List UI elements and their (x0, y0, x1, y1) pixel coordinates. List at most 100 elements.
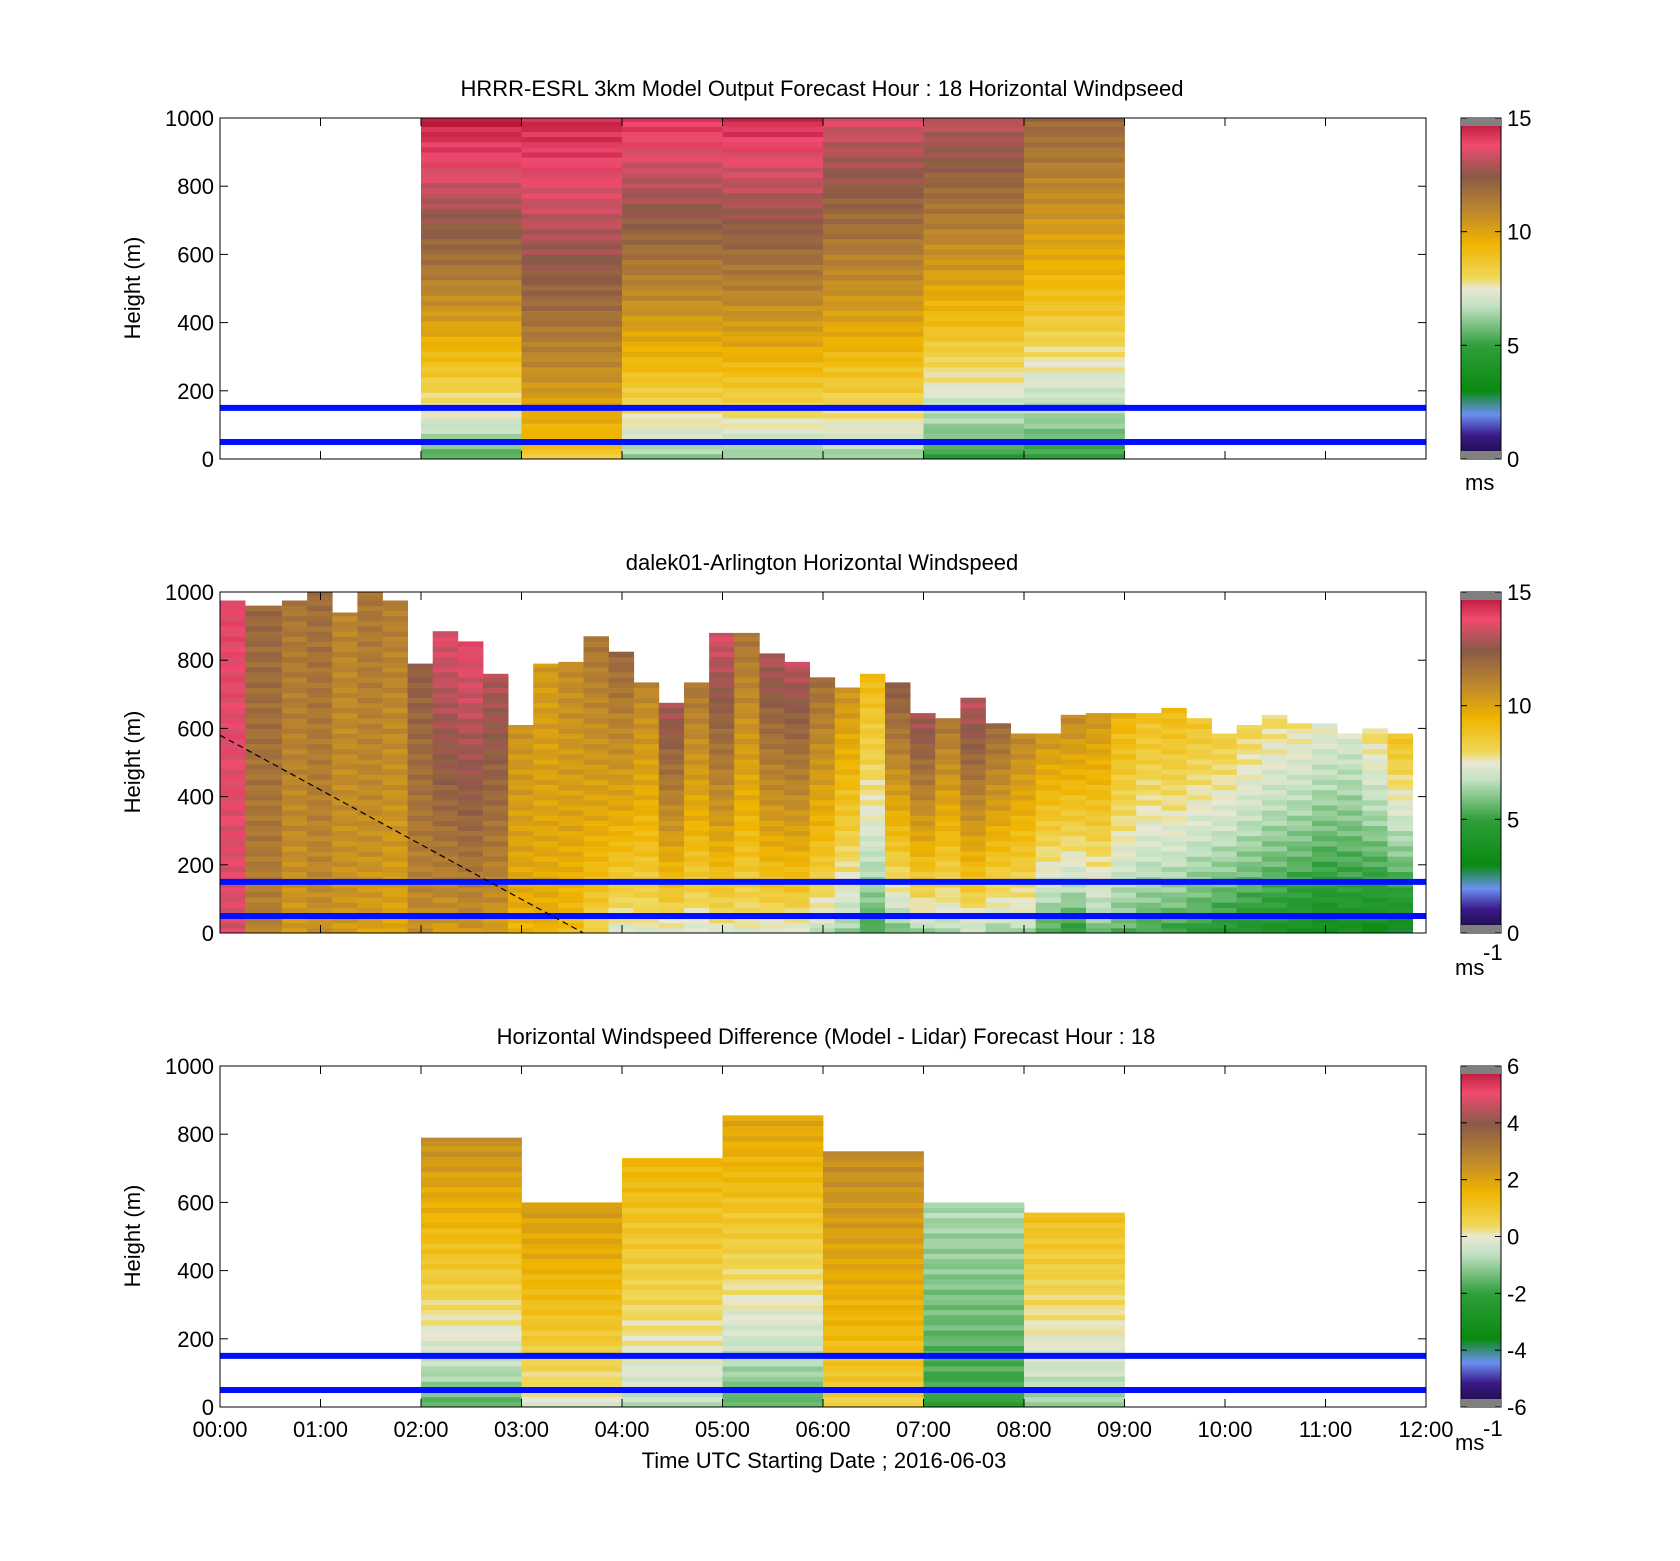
panel-lidar-cell (357, 917, 383, 924)
panel-model-cell (421, 418, 522, 424)
panel-lidar-cell (382, 656, 408, 663)
panel-model-cell (722, 428, 824, 434)
panel-lidar-cell (985, 892, 1011, 898)
panel-lidar-cell (357, 902, 383, 908)
panel-lidar-cell (382, 830, 408, 837)
panel-model-cell (722, 320, 824, 327)
panel-lidar-cell (1387, 820, 1413, 826)
panel-lidar-cell (709, 656, 735, 663)
panel-lidar-cell (332, 754, 358, 760)
panel-lidar-cell (1010, 907, 1037, 913)
panel-lidar-cell (220, 728, 246, 734)
panel-lidar-cell (1111, 892, 1137, 898)
panel-difference-cell (823, 1396, 924, 1403)
panel-lidar-cell (483, 728, 509, 734)
panel-lidar-cell (960, 707, 986, 714)
panel-lidar-cell (245, 851, 283, 857)
panel-lidar-cell (245, 610, 283, 617)
panel-lidar-cell (1362, 871, 1388, 878)
panel-lidar-cell (960, 917, 986, 924)
panel-lidar-cell (1211, 861, 1238, 867)
panel-model-cell (521, 152, 623, 158)
panel-model-colorbar-over (1461, 118, 1501, 126)
panel-lidar-cell (759, 800, 785, 806)
panel-lidar-cell (784, 707, 810, 714)
panel-lidar-cell (709, 733, 735, 739)
panel-lidar-cell (709, 672, 735, 678)
panel-lidar-cell (1010, 887, 1037, 893)
panel-lidar-cell (1287, 887, 1313, 893)
panel-lidar-cell (1161, 861, 1187, 867)
panel-difference-cell (1024, 1274, 1125, 1280)
panel-lidar-cell (220, 754, 246, 760)
panel-difference-cell (622, 1238, 723, 1244)
panel-lidar-cell (1337, 835, 1363, 842)
panel-lidar-cell (960, 927, 986, 934)
panel-model-cell (823, 443, 924, 450)
panel-lidar-cell (432, 917, 459, 924)
panel-lidar-cell (1035, 769, 1062, 775)
panel-lidar-cell (508, 800, 534, 806)
panel-model-cell (421, 208, 522, 214)
panel-difference-ytick-label: 1000 (165, 1054, 214, 1079)
panel-lidar-cell (1261, 922, 1288, 929)
panel-lidar-cell (407, 754, 434, 760)
panel-lidar-cell (859, 692, 886, 699)
panel-lidar-cell (784, 759, 810, 765)
panel-lidar-cell (1186, 743, 1212, 750)
panel-difference-cell (823, 1212, 924, 1219)
panel-lidar-cell (245, 764, 283, 770)
panel-lidar-cell (558, 697, 584, 704)
panel-lidar-cell (910, 800, 936, 806)
panel-difference-cell (622, 1217, 723, 1224)
panel-lidar-cell (1312, 810, 1338, 816)
panel-difference-cell (1024, 1294, 1125, 1300)
panel-lidar-cell (885, 907, 911, 913)
panel-lidar-cell (608, 713, 635, 719)
panel-difference-cell (722, 1396, 824, 1403)
panel-lidar-cell (220, 764, 246, 770)
panel-lidar-cell (307, 692, 333, 699)
panel-lidar-cell (709, 677, 735, 683)
panel-model-cell (923, 249, 1025, 255)
panel-lidar-cell (220, 626, 246, 632)
panel-lidar-cell (1010, 764, 1037, 770)
panel-lidar-cell (1362, 907, 1388, 913)
panel-lidar-cell (1211, 805, 1238, 811)
panel-lidar-cell (709, 632, 735, 637)
panel-lidar-cell (1111, 861, 1137, 867)
panel-difference-cell (421, 1181, 522, 1188)
panel-lidar-cell (245, 784, 283, 791)
panel-model-cell (1024, 453, 1125, 460)
panel-model-cell (521, 162, 623, 168)
panel-lidar-cell (1312, 856, 1338, 862)
panel-lidar-cell (1211, 774, 1238, 780)
panel-lidar-cell (307, 892, 333, 898)
panel-model-cell (722, 300, 824, 306)
panel-lidar-cell (583, 871, 609, 878)
panel-lidar-cell (1035, 835, 1062, 842)
panel-lidar-cell (1236, 907, 1263, 913)
panel-lidar-cell (432, 902, 459, 908)
panel-difference-cell (622, 1335, 723, 1341)
panel-difference-cell (521, 1228, 623, 1234)
panel-lidar-cell (1312, 774, 1338, 780)
panel-difference-ytick-label: 0 (202, 1395, 214, 1420)
panel-lidar-cell (533, 713, 559, 719)
panel-lidar-cell (684, 851, 710, 857)
panel-difference-cell (421, 1176, 522, 1183)
panel-lidar-cell (307, 733, 333, 739)
panel-lidar-cell (633, 846, 660, 852)
panel-lidar-cell (357, 820, 383, 826)
panel-lidar-cell (1362, 835, 1388, 842)
panel-lidar-cell (457, 743, 484, 750)
panel-lidar-cell (935, 887, 961, 893)
panel-lidar-cell (432, 723, 459, 729)
panel-difference-cell (823, 1376, 924, 1382)
panel-lidar-cell (282, 718, 308, 724)
panel-difference-cell (622, 1391, 723, 1398)
panel-lidar-cell (1261, 830, 1288, 837)
panel-lidar-cell (432, 748, 459, 755)
panel-lidar-cell (220, 702, 246, 709)
panel-lidar-cell (220, 707, 246, 714)
